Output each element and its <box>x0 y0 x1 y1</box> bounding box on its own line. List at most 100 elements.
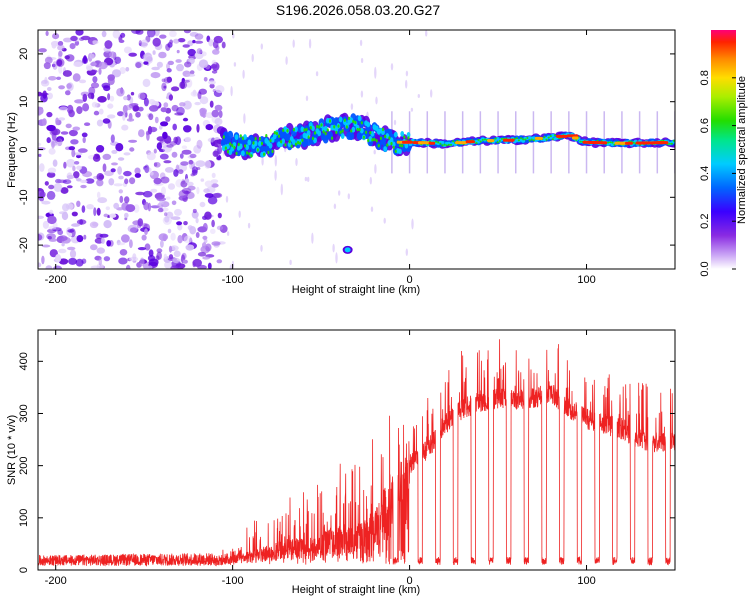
track-cell <box>247 139 252 146</box>
noise-blob <box>182 117 189 122</box>
noise-blob <box>98 174 105 180</box>
noise-blob <box>165 107 172 114</box>
noise-blob <box>82 56 88 64</box>
noise-streak <box>315 71 319 77</box>
noise-blob <box>143 201 150 211</box>
noise-blob <box>107 74 115 81</box>
noise-blob <box>209 100 214 108</box>
y-tick-label: 300 <box>18 404 30 422</box>
track-cell <box>243 144 247 148</box>
noise-blob <box>190 173 195 177</box>
track-cell <box>245 144 250 151</box>
track-cell <box>349 117 354 123</box>
noise-blob <box>60 187 69 194</box>
noise-blob <box>152 128 156 132</box>
track-cell <box>391 141 396 148</box>
noise-blob <box>55 117 59 126</box>
noise-blob <box>211 109 220 118</box>
noise-blob <box>172 123 177 131</box>
track-hotspot <box>465 140 475 144</box>
track-cell <box>403 135 406 139</box>
noise-blob <box>48 184 55 190</box>
noise-blob <box>89 69 98 74</box>
noise-blob <box>45 265 53 269</box>
noise-blob <box>55 254 62 263</box>
noise-blob <box>192 39 196 44</box>
noise-blob <box>208 39 214 47</box>
y-tick-label: 0 <box>18 567 30 573</box>
noise-blob <box>111 69 122 78</box>
noise-blob <box>218 110 223 118</box>
noise-blob <box>217 145 223 155</box>
track-cell <box>258 140 262 147</box>
track-hotspot <box>625 141 633 145</box>
noise-blob <box>124 196 130 204</box>
track-cell <box>331 136 334 140</box>
noise-blob <box>159 200 164 205</box>
track-cell <box>345 125 348 129</box>
noise-blob <box>62 70 72 77</box>
noise-blob <box>212 49 220 55</box>
track-cell <box>324 131 327 136</box>
noise-blob <box>216 225 224 231</box>
noise-blob <box>178 169 184 175</box>
noise-blob <box>211 183 219 188</box>
track-cell <box>316 124 319 129</box>
noise-blob <box>68 232 73 238</box>
noise-blob <box>41 244 51 248</box>
noise-blob <box>113 183 123 187</box>
track-cell <box>273 131 276 135</box>
noise-blob <box>104 170 114 177</box>
noise-blob <box>51 140 55 149</box>
noise-blob <box>77 148 88 153</box>
noise-blob <box>69 249 77 259</box>
snr-marks <box>38 339 675 567</box>
noise-blob <box>123 170 132 177</box>
noise-blob <box>68 129 78 137</box>
noise-blob <box>170 232 176 241</box>
track-cell <box>241 136 244 141</box>
noise-blob <box>203 188 210 193</box>
noise-blob <box>184 136 192 143</box>
noise-blob <box>55 58 65 67</box>
noise-blob <box>161 82 167 92</box>
noise-blob <box>185 244 195 251</box>
x-tick-label: 0 <box>407 575 413 587</box>
noise-blob <box>200 178 205 182</box>
track-cell <box>322 130 325 134</box>
colorbar-ticks: 0.0 0.2 0.4 0.6 0.8 <box>699 70 736 277</box>
track-cell <box>313 137 317 144</box>
track-hotspot <box>418 141 430 145</box>
noise-blob <box>144 164 150 174</box>
noise-streak <box>374 164 377 174</box>
noise-blob <box>158 233 169 241</box>
noise-blob <box>117 111 124 117</box>
noise-streak <box>373 149 376 155</box>
track-cell <box>352 119 355 124</box>
noise-blob <box>50 40 60 47</box>
track-cell <box>500 137 503 140</box>
noise-blob <box>107 93 111 101</box>
track-cell <box>632 141 635 144</box>
noise-blob <box>80 184 87 189</box>
noise-blob <box>61 211 69 221</box>
track-cell <box>521 139 526 143</box>
track-hotspot <box>598 141 608 145</box>
noise-blob <box>170 265 179 269</box>
noise-blob <box>89 221 99 229</box>
noise-blob <box>164 261 172 269</box>
noise-blob <box>71 223 80 227</box>
noise-blob <box>98 257 103 266</box>
noise-blob <box>66 158 76 168</box>
noise-blob <box>130 91 135 96</box>
noise-blob <box>99 108 104 115</box>
noise-blob <box>208 80 216 85</box>
noise-blob <box>132 253 137 261</box>
track-cell <box>609 141 612 144</box>
noise-blob <box>98 67 102 75</box>
noise-blob <box>52 33 60 40</box>
noise-blob <box>182 259 188 264</box>
isolated-blob-core <box>344 247 351 253</box>
noise-blob <box>210 228 216 234</box>
track-cell <box>280 140 283 144</box>
